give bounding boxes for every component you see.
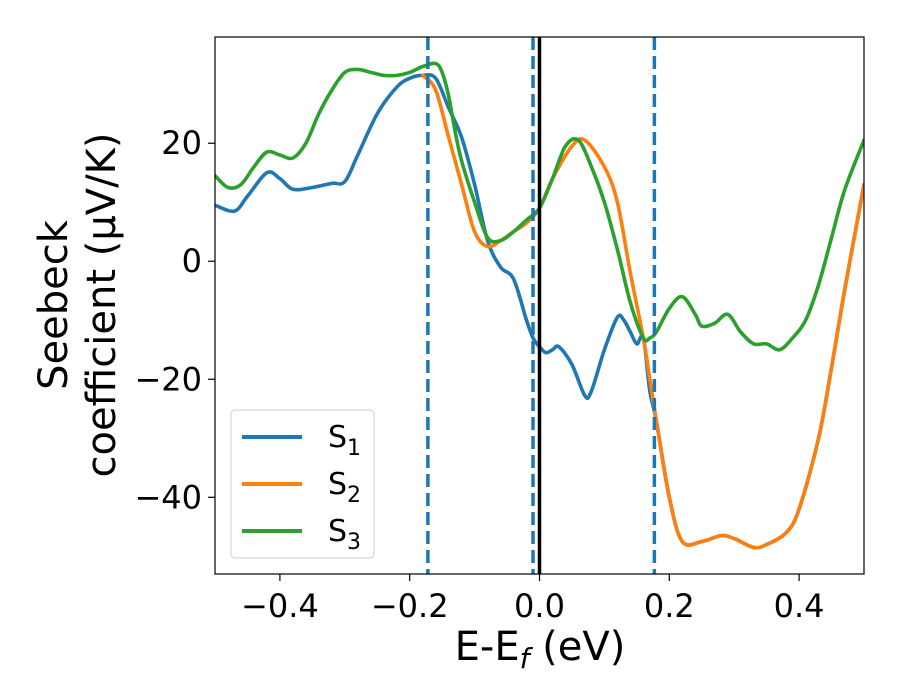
y-axis: −40 −20 0 20 bbox=[134, 124, 215, 516]
series-line-s2 bbox=[420, 73, 864, 550]
y-axis-label: Seebeck coefficient (μV/K) bbox=[31, 133, 125, 478]
vline-layer bbox=[426, 37, 657, 574]
y-tick-label: −20 bbox=[134, 360, 202, 398]
legend-entries: S1 S2 S3 bbox=[242, 420, 361, 555]
y-tick-label: 20 bbox=[161, 124, 202, 162]
legend-label-s3: S3 bbox=[328, 514, 361, 555]
legend-label-s1: S1 bbox=[328, 420, 361, 461]
y-tick-label: −40 bbox=[134, 478, 202, 516]
x-axis-label: E-Ef (eV) bbox=[455, 624, 626, 675]
x-tick-label: 0.0 bbox=[514, 587, 565, 625]
x-tick-label: 0.4 bbox=[774, 587, 825, 625]
legend-label-s2: S2 bbox=[328, 467, 361, 508]
x-axis: −0.4 −0.2 0.0 0.2 0.4 bbox=[241, 574, 825, 625]
legend-box bbox=[230, 409, 375, 559]
x-tick-label: −0.2 bbox=[371, 587, 449, 625]
x-tick-label: 0.2 bbox=[644, 587, 695, 625]
legend: S1 S2 S3 bbox=[230, 409, 375, 559]
x-tick-label: −0.4 bbox=[241, 587, 319, 625]
y-axis-label-line2: coefficient (μV/K) bbox=[79, 133, 125, 478]
x-axis-label-unit: (eV) bbox=[529, 624, 625, 670]
x-axis-label-main: E-E bbox=[455, 624, 520, 670]
y-axis-label-line1: Seebeck bbox=[31, 219, 77, 390]
y-tick-label: 0 bbox=[182, 242, 202, 280]
